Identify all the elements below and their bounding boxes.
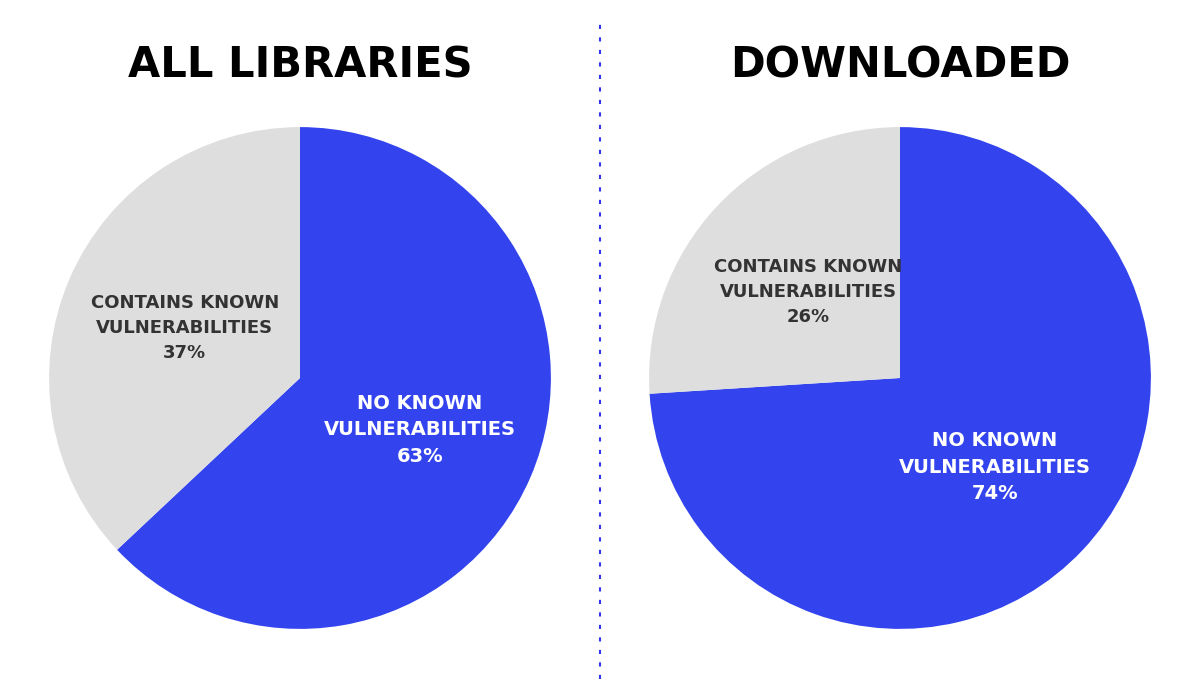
Wedge shape [118, 127, 551, 629]
Wedge shape [649, 127, 1151, 629]
Text: CONTAINS KNOWN
VULNERABILITIES
26%: CONTAINS KNOWN VULNERABILITIES 26% [714, 258, 902, 326]
Text: NO KNOWN
VULNERABILITIES
63%: NO KNOWN VULNERABILITIES 63% [324, 394, 516, 466]
Title: DOWNLOADED: DOWNLOADED [730, 44, 1070, 86]
Wedge shape [49, 127, 300, 550]
Text: CONTAINS KNOWN
VULNERABILITIES
37%: CONTAINS KNOWN VULNERABILITIES 37% [91, 294, 278, 362]
Wedge shape [649, 127, 900, 394]
Text: NO KNOWN
VULNERABILITIES
74%: NO KNOWN VULNERABILITIES 74% [899, 431, 1091, 503]
Title: ALL LIBRARIES: ALL LIBRARIES [127, 44, 473, 86]
